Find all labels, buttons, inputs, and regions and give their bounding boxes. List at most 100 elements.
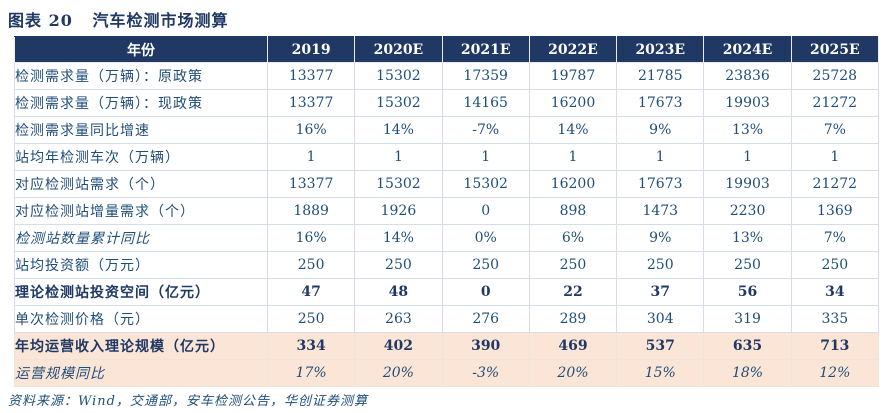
column-header-2019: 2019: [266, 36, 356, 63]
cell-value: 250: [790, 251, 879, 279]
cell-value: 19787: [528, 62, 618, 90]
cell-value: 14%: [354, 116, 443, 144]
cell-value: 15302: [441, 170, 530, 198]
cell-value: 22: [528, 278, 618, 306]
cell-value: 250: [528, 251, 618, 279]
table-row: 对应检测站需求（个） 13377 15302 15302 16200 17673 19903…: [14, 170, 879, 198]
table-header-row: 年份 2019 2020E 2021E 2022E 2023E 2024E 2025E: [14, 36, 879, 63]
cell-value: 9%: [616, 116, 705, 144]
row-label: 运营规模同比: [14, 359, 268, 387]
cell-value: 1369: [790, 197, 879, 225]
cell-value: 37: [616, 278, 705, 306]
cell-value: 17359: [441, 62, 530, 90]
cell-value: 635: [703, 332, 792, 360]
cell-value: 390: [441, 332, 530, 360]
cell-value: 16200: [528, 89, 618, 117]
cell-value: 7%: [790, 116, 879, 144]
cell-value: 13377: [266, 89, 356, 117]
table-row: 检测需求量同比增速 16% 14% -7% 14% 9% 13% 7%: [14, 116, 879, 144]
table-row: 检测需求量（万辆）：现政策 13377 15302 14165 16200 17673 19…: [14, 89, 879, 117]
cell-value: 250: [703, 251, 792, 279]
cell-value: 13%: [703, 116, 792, 144]
cell-value: 1: [790, 143, 879, 171]
cell-value: 335: [790, 305, 879, 333]
cell-value: 250: [354, 251, 443, 279]
cell-value: 25728: [790, 62, 879, 90]
cell-value: 18%: [703, 359, 792, 387]
cell-value: 14%: [354, 224, 443, 252]
cell-value: -7%: [441, 116, 530, 144]
cell-value: 469: [528, 332, 618, 360]
cell-value: 334: [266, 332, 356, 360]
cell-value: 20%: [528, 359, 618, 387]
cell-value: 15302: [354, 170, 443, 198]
row-label: 站均年检测车次（万辆）: [14, 143, 268, 171]
cell-value: 47: [266, 278, 356, 306]
cell-value: 21785: [616, 62, 705, 90]
cell-value: 56: [703, 278, 792, 306]
cell-value: 15302: [354, 89, 443, 117]
row-label: 对应检测站需求（个）: [14, 170, 268, 198]
cell-value: 402: [354, 332, 443, 360]
cell-value: 13377: [266, 170, 356, 198]
cell-value: 19903: [703, 170, 792, 198]
cell-value: 7%: [790, 224, 879, 252]
cell-value: 276: [441, 305, 530, 333]
cell-value: 15302: [354, 62, 443, 90]
cell-value: 1: [616, 143, 705, 171]
cell-value: 23836: [703, 62, 792, 90]
source-note: 资料来源：Wind，交通部，安车检测公告，华创证券测算: [8, 394, 368, 409]
column-header-2023e: 2023E: [616, 36, 705, 63]
cell-value: 16%: [266, 116, 356, 144]
cell-value: 0: [441, 278, 530, 306]
cell-value: 21272: [790, 89, 879, 117]
cell-value: 537: [616, 332, 705, 360]
cell-value: 250: [441, 251, 530, 279]
row-label: 检测需求量（万辆）：原政策: [14, 62, 268, 90]
figure-title: 图表 20 汽车检测市场测算: [8, 11, 229, 30]
cell-value: 319: [703, 305, 792, 333]
table-row: 年均运营收入理论规模（亿元） 334 402 390 469 537 635 713: [14, 332, 879, 360]
auto-inspection-market-table: 年份 2019 2020E 2021E 2022E 2023E 2024E 2025E 检测需…: [14, 36, 879, 387]
column-header-2020e: 2020E: [354, 36, 443, 63]
column-header-2025e: 2025E: [790, 36, 879, 63]
cell-value: 12%: [790, 359, 879, 387]
column-header-year: 年份: [14, 36, 268, 63]
cell-value: 19903: [703, 89, 792, 117]
cell-value: 1473: [616, 197, 705, 225]
cell-value: 17673: [616, 89, 705, 117]
cell-value: 15%: [616, 359, 705, 387]
cell-value: 250: [266, 305, 356, 333]
row-label: 年均运营收入理论规模（亿元）: [14, 332, 268, 360]
cell-value: 17673: [616, 170, 705, 198]
cell-value: 14165: [441, 89, 530, 117]
row-label: 理论检测站投资空间（亿元）: [14, 278, 268, 306]
cell-value: 289: [528, 305, 618, 333]
cell-value: 1889: [266, 197, 356, 225]
row-label: 检测需求量（万辆）：现政策: [14, 89, 268, 117]
table-row: 站均年检测车次（万辆） 1 1 1 1 1 1 1: [14, 143, 879, 171]
cell-value: 0%: [441, 224, 530, 252]
table-row: 对应检测站增量需求（个） 1889 1926 0 898 1473 2230 1369: [14, 197, 879, 225]
cell-value: 21272: [790, 170, 879, 198]
cell-value: 1: [441, 143, 530, 171]
cell-value: 16%: [266, 224, 356, 252]
cell-value: 13%: [703, 224, 792, 252]
cell-value: -3%: [441, 359, 530, 387]
table-row: 检测站数量累计同比 16% 14% 0% 6% 9% 13% 7%: [14, 224, 879, 252]
table-row: 检测需求量（万辆）：原政策 13377 15302 17359 19787 21785 23…: [14, 62, 879, 90]
cell-value: 1: [528, 143, 618, 171]
cell-value: 9%: [616, 224, 705, 252]
cell-value: 6%: [528, 224, 618, 252]
cell-value: 1926: [354, 197, 443, 225]
cell-value: 0: [441, 197, 530, 225]
table-row: 单次检测价格（元） 250 263 276 289 304 319 335: [14, 305, 879, 333]
cell-value: 263: [354, 305, 443, 333]
row-label: 单次检测价格（元）: [14, 305, 268, 333]
cell-value: 17%: [266, 359, 356, 387]
cell-value: 2230: [703, 197, 792, 225]
table-row: 运营规模同比 17% 20% -3% 20% 15% 18% 12%: [14, 359, 879, 387]
cell-value: 250: [616, 251, 705, 279]
row-label: 检测需求量同比增速: [14, 116, 268, 144]
